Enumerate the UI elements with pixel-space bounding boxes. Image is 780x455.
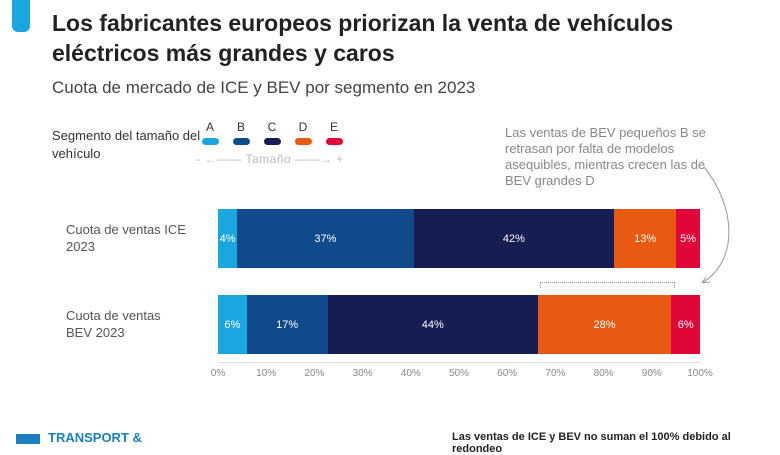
data-label: 28% bbox=[593, 318, 616, 331]
legend-label: C bbox=[267, 120, 277, 134]
row-label: Cuota de ventas BEV 2023 bbox=[66, 308, 161, 340]
x-tick-label: 60% bbox=[497, 368, 518, 379]
data-label: 6% bbox=[677, 318, 694, 331]
size-label: - ←—— Tamaño ——→ + bbox=[196, 152, 344, 166]
x-tick-label: 0% bbox=[210, 368, 226, 379]
legend-label: A bbox=[205, 120, 214, 134]
bar-segment-E: 5% bbox=[676, 209, 700, 268]
brand-tab bbox=[12, 0, 30, 32]
legend-label: B bbox=[236, 120, 245, 134]
bar-segment-A: 6% bbox=[218, 295, 247, 354]
annotation-arrow bbox=[701, 166, 730, 284]
x-tick-label: 70% bbox=[545, 368, 566, 379]
footer-brand: TRANSPORT & bbox=[48, 430, 142, 445]
legend-item-C: C bbox=[259, 120, 285, 145]
bar-segment-D: 13% bbox=[614, 209, 677, 268]
x-tick-label: 20% bbox=[304, 368, 325, 379]
data-label: 5% bbox=[680, 232, 696, 245]
x-tick-label: 90% bbox=[641, 368, 662, 379]
row-label: Cuota de ventas ICE 2023 bbox=[66, 222, 186, 254]
annotation: Las ventas de BEV pequeños B se retrasan… bbox=[505, 125, 706, 188]
x-axis bbox=[218, 362, 700, 363]
legend-label: D bbox=[298, 120, 308, 134]
bracket bbox=[540, 282, 675, 288]
data-label: 37% bbox=[314, 232, 337, 245]
legend-item-B: B bbox=[228, 120, 254, 145]
legend-swatch bbox=[232, 138, 250, 145]
data-label: 42% bbox=[502, 232, 525, 245]
legend-swatch bbox=[201, 138, 219, 145]
bar-segment-B: 37% bbox=[237, 209, 414, 268]
bar-segment-B: 17% bbox=[246, 295, 328, 354]
data-label: 4% bbox=[219, 232, 236, 245]
bar-segment-E: 6% bbox=[671, 295, 700, 354]
x-tick-label: 40% bbox=[400, 368, 421, 379]
data-label: 44% bbox=[421, 318, 444, 331]
data-label: 17% bbox=[276, 318, 299, 331]
data-label: 6% bbox=[224, 318, 241, 331]
legend-swatch bbox=[325, 138, 343, 145]
logo-icon bbox=[16, 434, 40, 444]
bar-segment-A: 4% bbox=[218, 209, 238, 268]
legend-label: E bbox=[329, 120, 338, 134]
x-tick-label: 50% bbox=[448, 368, 470, 379]
legend-item-A: A bbox=[197, 120, 223, 145]
legend-item-D: D bbox=[290, 120, 316, 145]
bar-segment-C: 44% bbox=[327, 295, 538, 354]
footnote: Las ventas de ICE y BEV no suman el 100%… bbox=[452, 431, 731, 455]
x-tick-label: 10% bbox=[256, 368, 277, 379]
bar-segment-C: 42% bbox=[413, 209, 615, 268]
data-label: 13% bbox=[634, 232, 657, 245]
x-tick-label: 80% bbox=[593, 368, 614, 379]
x-tick-label: 30% bbox=[352, 368, 373, 379]
legend-swatch bbox=[294, 138, 312, 145]
x-tick-label: 100% bbox=[687, 368, 713, 379]
legend-title: Segmento del tamaño del vehículo bbox=[52, 128, 201, 161]
bar-segment-D: 28% bbox=[537, 295, 672, 354]
legend-item-E: E bbox=[321, 120, 347, 145]
page-subtitle: Cuota de mercado de ICE y BEV por segmen… bbox=[52, 78, 476, 97]
page-title: Los fabricantes europeos priorizan la ve… bbox=[52, 10, 674, 66]
legend-swatch bbox=[263, 138, 281, 145]
